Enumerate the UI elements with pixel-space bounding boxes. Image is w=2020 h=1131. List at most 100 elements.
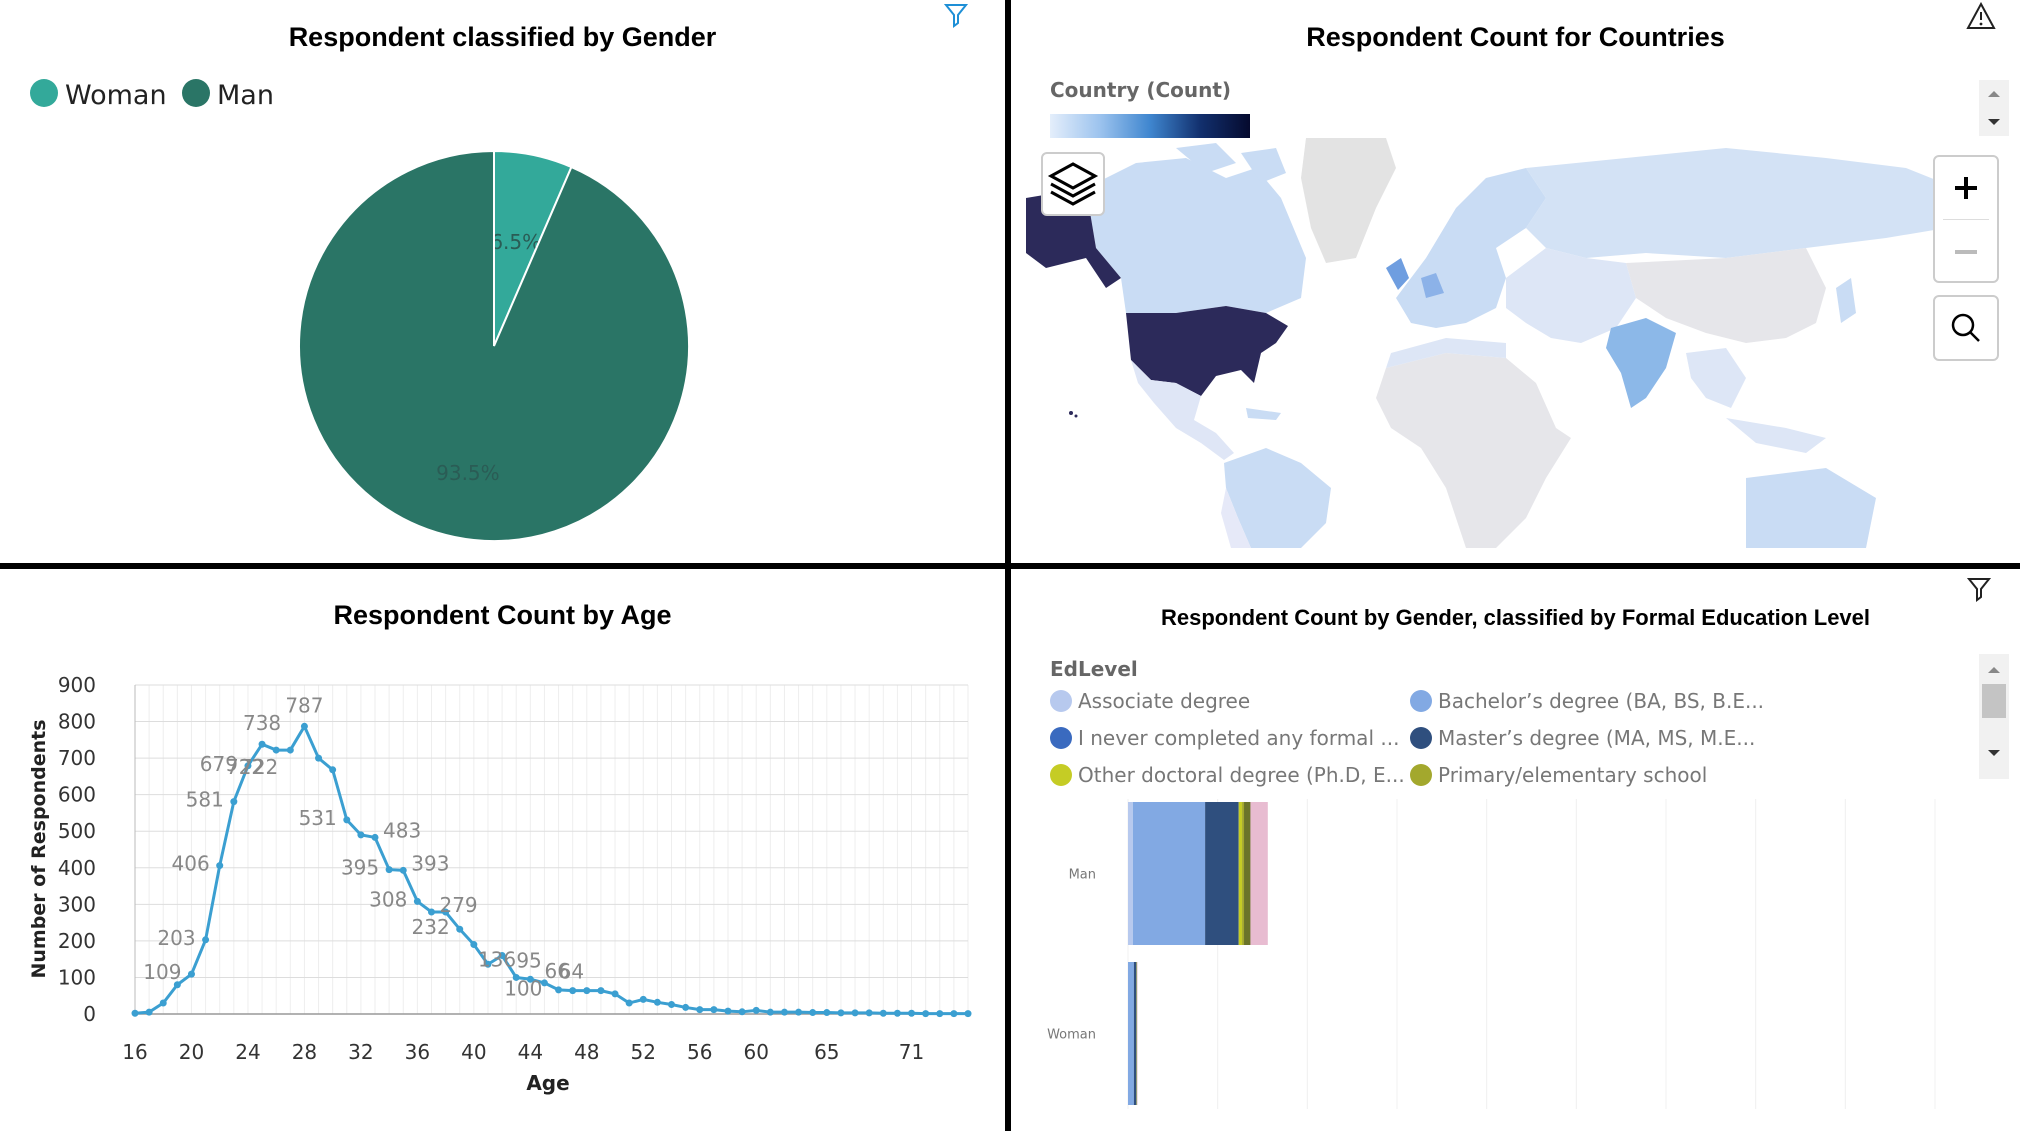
legend-item[interactable]: Other doctoral degree (Ph.D, E... bbox=[1050, 760, 1405, 790]
zoom-in-icon[interactable] bbox=[1935, 157, 1997, 219]
data-point[interactable] bbox=[343, 816, 351, 824]
data-point[interactable] bbox=[696, 1006, 704, 1014]
data-point[interactable] bbox=[258, 740, 266, 748]
legend-label-woman[interactable]: Woman bbox=[65, 80, 167, 111]
legend-label-man[interactable]: Man bbox=[217, 80, 274, 111]
data-point[interactable] bbox=[823, 1009, 831, 1017]
data-point[interactable] bbox=[413, 897, 421, 905]
map-australia bbox=[1746, 468, 1876, 548]
data-point[interactable] bbox=[145, 1008, 153, 1016]
data-point[interactable] bbox=[653, 998, 661, 1006]
map-search-button[interactable] bbox=[1933, 295, 1999, 361]
bar-segment[interactable] bbox=[1132, 802, 1206, 945]
world-map[interactable] bbox=[1026, 138, 2020, 548]
legend-item[interactable]: Associate degree bbox=[1050, 686, 1250, 716]
data-point[interactable] bbox=[230, 798, 238, 806]
data-point[interactable] bbox=[893, 1009, 901, 1017]
data-point[interactable] bbox=[442, 908, 450, 916]
data-point[interactable] bbox=[498, 952, 506, 960]
data-point[interactable] bbox=[512, 973, 520, 981]
data-point[interactable] bbox=[315, 754, 323, 762]
data-point[interactable] bbox=[427, 908, 435, 916]
data-point[interactable] bbox=[837, 1009, 845, 1017]
legend-item[interactable]: Master’s degree (MA, MS, M.E... bbox=[1410, 723, 1755, 753]
layers-button[interactable] bbox=[1041, 152, 1105, 216]
data-point[interactable] bbox=[795, 1008, 803, 1016]
data-point[interactable] bbox=[936, 1010, 944, 1018]
data-point[interactable] bbox=[682, 1003, 690, 1011]
data-point[interactable] bbox=[752, 1006, 760, 1014]
data-point[interactable] bbox=[766, 1008, 774, 1016]
legend-scrollbar[interactable] bbox=[1979, 80, 2009, 136]
data-point[interactable] bbox=[865, 1009, 873, 1017]
data-point[interactable] bbox=[780, 1008, 788, 1016]
data-point[interactable] bbox=[583, 987, 591, 995]
data-point[interactable] bbox=[216, 862, 224, 870]
data-point[interactable] bbox=[131, 1009, 139, 1017]
data-point[interactable] bbox=[950, 1010, 958, 1018]
data-point[interactable] bbox=[724, 1007, 732, 1015]
data-point[interactable] bbox=[809, 1009, 817, 1017]
legend-item[interactable]: Primary/elementary school bbox=[1410, 760, 1707, 790]
data-point[interactable] bbox=[470, 941, 478, 949]
zoom-control bbox=[1933, 155, 1999, 283]
data-point[interactable] bbox=[555, 986, 563, 994]
x-tick-label: 65 bbox=[814, 1040, 839, 1064]
data-point[interactable] bbox=[569, 987, 577, 995]
bar-segment[interactable] bbox=[1250, 802, 1268, 945]
data-point[interactable] bbox=[597, 987, 605, 995]
data-point[interactable] bbox=[879, 1009, 887, 1017]
data-label: 531 bbox=[299, 806, 337, 830]
data-point[interactable] bbox=[173, 981, 181, 989]
data-point[interactable] bbox=[385, 866, 393, 874]
data-point[interactable] bbox=[710, 1006, 718, 1014]
data-point[interactable] bbox=[456, 925, 464, 933]
education-bar-panel: Respondent Count by Gender, classified b… bbox=[1011, 569, 2020, 1131]
filter-icon[interactable] bbox=[943, 2, 969, 28]
pie-slice-man[interactable] bbox=[298, 149, 690, 542]
data-point[interactable] bbox=[329, 766, 337, 774]
bar-segment[interactable] bbox=[1238, 802, 1243, 945]
data-point[interactable] bbox=[371, 833, 379, 841]
zoom-out-icon[interactable] bbox=[1935, 221, 1997, 283]
data-point[interactable] bbox=[964, 1010, 972, 1018]
bar-segment[interactable] bbox=[1244, 802, 1251, 945]
data-point[interactable] bbox=[851, 1009, 859, 1017]
data-point[interactable] bbox=[159, 999, 167, 1007]
data-label: 406 bbox=[172, 852, 210, 876]
data-point[interactable] bbox=[668, 1000, 676, 1008]
data-point[interactable] bbox=[484, 960, 492, 968]
data-point[interactable] bbox=[202, 936, 210, 944]
data-point[interactable] bbox=[625, 999, 633, 1007]
data-point[interactable] bbox=[244, 762, 252, 770]
data-point[interactable] bbox=[611, 990, 619, 998]
data-point[interactable] bbox=[540, 979, 548, 987]
legend-swatch-man[interactable] bbox=[182, 79, 210, 107]
data-point[interactable] bbox=[399, 866, 407, 874]
scroll-down-icon bbox=[1988, 750, 2000, 756]
data-point[interactable] bbox=[526, 975, 534, 983]
bar-segment[interactable] bbox=[1242, 802, 1245, 945]
bar-segment[interactable] bbox=[1205, 802, 1239, 945]
y-tick-label: 300 bbox=[58, 892, 96, 916]
data-point[interactable] bbox=[738, 1008, 746, 1016]
data-point[interactable] bbox=[639, 995, 647, 1003]
data-point[interactable] bbox=[300, 722, 308, 730]
map-usa bbox=[1126, 306, 1288, 396]
bar-segment[interactable] bbox=[1128, 802, 1133, 945]
data-point[interactable] bbox=[187, 970, 195, 978]
legend-swatch-woman[interactable] bbox=[30, 79, 58, 107]
data-point[interactable] bbox=[908, 1009, 916, 1017]
data-point[interactable] bbox=[272, 746, 280, 754]
data-point[interactable] bbox=[922, 1010, 930, 1018]
legend-label: Bachelor’s degree (BA, BS, B.E... bbox=[1438, 689, 1765, 713]
filter-icon[interactable] bbox=[1966, 576, 1992, 602]
bar-segment[interactable] bbox=[1128, 962, 1134, 1105]
legend-item[interactable]: Bachelor’s degree (BA, BS, B.E... bbox=[1410, 686, 1764, 716]
data-point[interactable] bbox=[286, 746, 294, 754]
bar-segment[interactable] bbox=[1133, 962, 1137, 1105]
warning-icon[interactable] bbox=[1966, 2, 1996, 30]
data-point[interactable] bbox=[357, 831, 365, 839]
legend-item[interactable]: I never completed any formal ... bbox=[1050, 723, 1399, 753]
legend-scrollbar[interactable] bbox=[1979, 654, 2009, 779]
